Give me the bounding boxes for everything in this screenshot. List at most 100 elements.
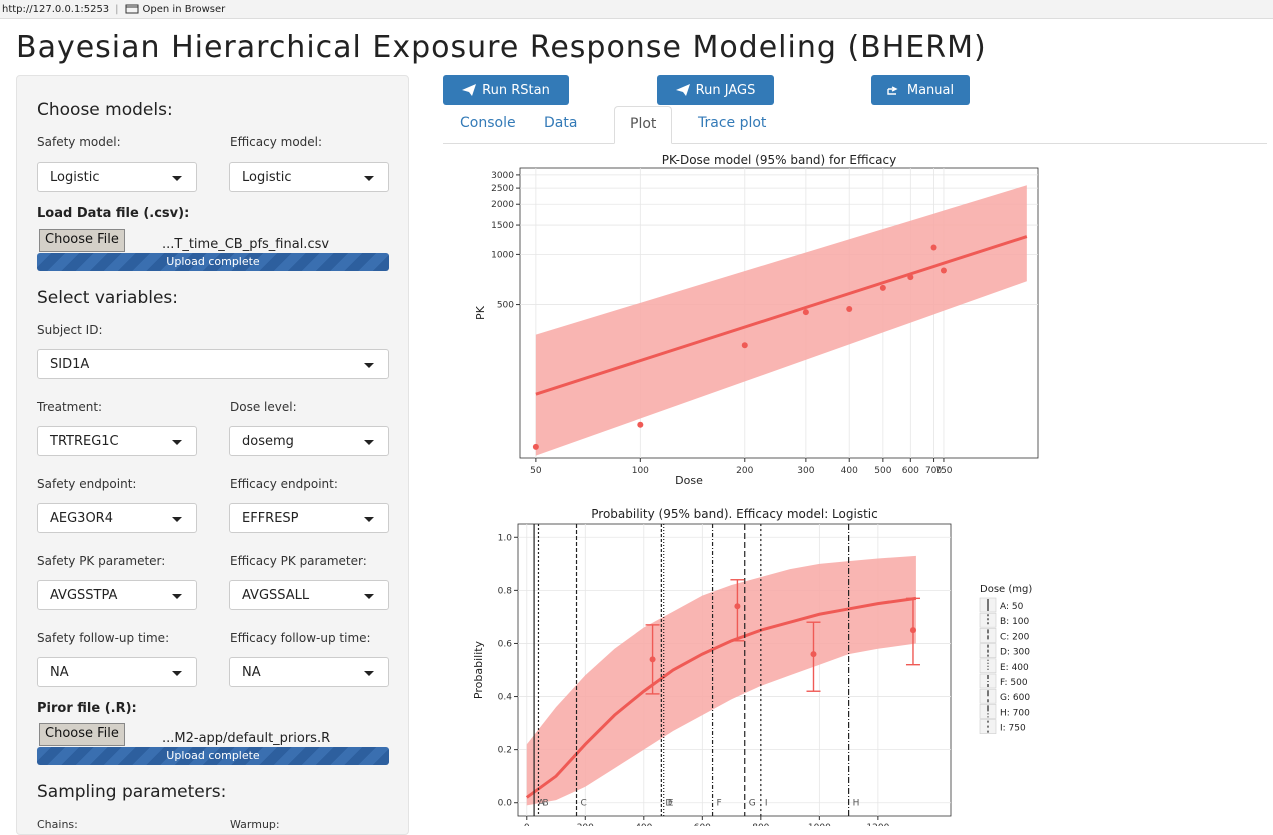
data-point (930, 244, 937, 251)
y-tick-label: 0.2 (498, 746, 512, 756)
efficacy-followup-select[interactable]: NA (229, 657, 389, 687)
confidence-band (535, 185, 1027, 456)
chevron-down-icon (364, 176, 374, 181)
safety-followup-select[interactable]: NA (37, 657, 197, 687)
safety-endpoint-value: AEG3OR4 (50, 511, 113, 526)
y-tick-label: 0.0 (498, 799, 513, 809)
chevron-down-icon (364, 594, 374, 599)
run-rstan-button[interactable]: Run RStan (443, 75, 569, 105)
legend-label: G: 600 (1000, 693, 1030, 703)
dose-line-label: B (542, 799, 548, 809)
legend-label: H: 700 (1000, 708, 1030, 718)
chains-label: Chains: (37, 818, 78, 831)
efficacy-endpoint-select[interactable]: EFFRESP (229, 503, 389, 533)
run-jags-button[interactable]: Run JAGS (657, 75, 774, 105)
x-tick-label: 800 (752, 823, 769, 826)
subject-id-select[interactable]: SID1A (37, 349, 389, 379)
legend-key (979, 612, 997, 628)
legend-label: E: 400 (1000, 663, 1029, 673)
legend-key (979, 658, 997, 674)
tab-trace-plot[interactable]: Trace plot (698, 115, 767, 131)
y-tick-label: 2000 (491, 200, 514, 210)
efficacy-model-value: Logistic (242, 170, 292, 185)
y-tick-label: 1.0 (498, 533, 513, 543)
y-tick-label: 2500 (491, 184, 514, 194)
y-tick-label: 500 (497, 301, 514, 311)
data-point (637, 421, 644, 428)
y-tick-label: 0.8 (498, 586, 513, 596)
sidebar: Choose models: Safety model: Efficacy mo… (16, 75, 409, 835)
paper-plane-icon (675, 84, 690, 96)
dose-line-label: G (749, 799, 756, 809)
legend-label: A: 50 (1000, 602, 1024, 612)
choose-prior-file-button[interactable]: Choose File (39, 723, 125, 746)
safety-pk-select[interactable]: AVGSSTPA (37, 580, 197, 610)
chevron-down-icon (172, 440, 182, 445)
dose-line-label: H (853, 799, 860, 809)
efficacy-followup-value: NA (242, 665, 261, 680)
chevron-down-icon (172, 176, 182, 181)
efficacy-pk-value: AVGSSALL (242, 588, 310, 603)
chevron-down-icon (172, 671, 182, 676)
data-point (532, 443, 539, 450)
paper-plane-icon (462, 84, 477, 96)
chevron-down-icon (364, 363, 374, 368)
tab-console[interactable]: Console (460, 115, 516, 131)
url-text: http://127.0.0.1:5253 (2, 3, 110, 15)
y-axis-label: PK (474, 305, 487, 320)
legend-key (979, 688, 997, 704)
x-tick-label: 500 (874, 466, 891, 476)
data-file-name: ...T_time_CB_pfs_final.csv (162, 237, 330, 252)
dose-line-label: A (538, 799, 545, 809)
fitted-curve (525, 596, 917, 799)
tab-plot[interactable]: Plot (614, 106, 673, 144)
sampling-parameters-heading: Sampling parameters: (37, 782, 227, 802)
x-tick-label: 0 (524, 823, 530, 826)
dose-line-label: D (665, 799, 672, 809)
safety-model-label: Safety model: (37, 135, 121, 149)
x-tick-label: 100 (632, 466, 649, 476)
safety-model-select[interactable]: Logistic (37, 162, 197, 192)
efficacy-pk-select[interactable]: AVGSSALL (229, 580, 389, 610)
browser-bar: http://127.0.0.1:5253 | Open in Browser (0, 0, 1273, 19)
efficacy-model-select[interactable]: Logistic (229, 162, 389, 192)
choose-data-file-button[interactable]: Choose File (39, 229, 125, 252)
dose-line-label: I (765, 799, 768, 809)
x-tick-label: 600 (694, 823, 711, 826)
treatment-value: TRTREG1C (50, 434, 119, 449)
open-in-browser-button[interactable]: Open in Browser (125, 4, 225, 15)
safety-pk-label: Safety PK parameter: (37, 554, 166, 568)
prior-upload-progress: Upload complete (37, 747, 389, 765)
legend-title: Dose (mg) (980, 584, 1032, 595)
x-axis-label: Dose (675, 474, 703, 487)
dose-line-label: F (717, 799, 722, 809)
data-point (907, 274, 914, 281)
subject-id-label: Subject ID: (37, 323, 103, 337)
treatment-label: Treatment: (37, 400, 103, 414)
treatment-select[interactable]: TRTREG1C (37, 426, 197, 456)
efficacy-followup-label: Efficacy follow-up time: (230, 631, 371, 645)
observed-point (810, 651, 817, 658)
legend-label: B: 100 (1000, 617, 1030, 627)
tab-data[interactable]: Data (544, 115, 578, 131)
warmup-label: Warmup: (230, 818, 280, 831)
x-tick-label: 1000 (808, 823, 831, 826)
observed-point (734, 603, 741, 610)
manual-button[interactable]: Manual (871, 75, 970, 105)
hand-pointer-icon (887, 86, 898, 95)
prior-file-label: Piror file (.R): (37, 701, 137, 716)
safety-endpoint-select[interactable]: AEG3OR4 (37, 503, 197, 533)
dose-level-label: Dose level: (230, 400, 297, 414)
chevron-down-icon (364, 517, 374, 522)
dose-line-label: C (581, 799, 587, 809)
x-tick-label: 200 (736, 466, 753, 476)
probability-chart: Probability (95% band). Efficacy model: … (472, 507, 1032, 826)
efficacy-model-label: Efficacy model: (230, 135, 323, 149)
x-tick-label: 700 (925, 466, 942, 476)
dose-line-label: E (668, 799, 674, 809)
safety-endpoint-label: Safety endpoint: (37, 477, 137, 491)
efficacy-endpoint-value: EFFRESP (242, 511, 299, 526)
choose-models-heading: Choose models: (37, 100, 173, 120)
dose-level-select[interactable]: dosemg (229, 426, 389, 456)
load-data-label: Load Data file (.csv): (37, 206, 190, 221)
